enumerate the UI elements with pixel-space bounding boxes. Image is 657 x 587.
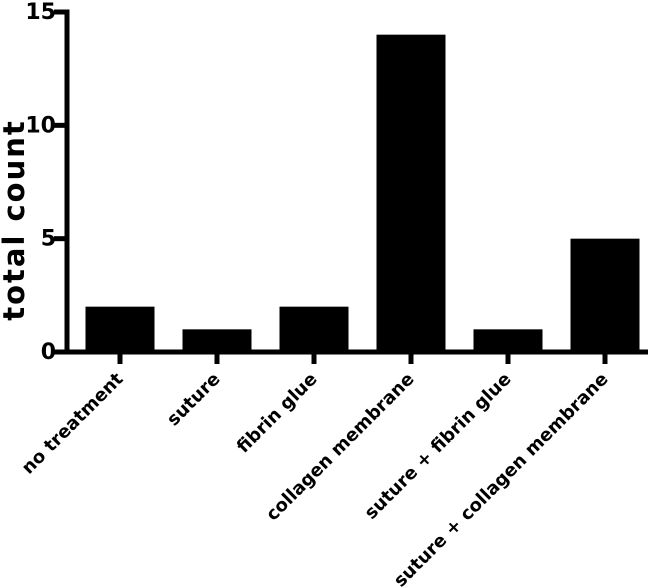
y-tick-labels-group: 0 5 10 15 xyxy=(25,0,56,365)
y-tick-label: 15 xyxy=(25,0,56,25)
y-tick-label: 0 xyxy=(41,340,56,365)
bar xyxy=(473,329,543,352)
bars-group xyxy=(85,34,640,353)
x-category-label: no treatment xyxy=(18,368,128,478)
axes-group xyxy=(54,9,648,364)
bar xyxy=(182,329,252,352)
y-axis-label: total count xyxy=(0,119,31,321)
x-category-label: suture + collagen membrane xyxy=(390,369,613,587)
bar xyxy=(279,306,349,352)
bar xyxy=(85,306,155,352)
bar xyxy=(570,238,640,352)
y-tick-label: 10 xyxy=(25,113,56,138)
x-category-label: fibrin glue xyxy=(233,369,322,458)
x-category-label: suture xyxy=(163,369,225,431)
bar xyxy=(376,34,446,353)
y-tick-label: 5 xyxy=(41,227,56,252)
